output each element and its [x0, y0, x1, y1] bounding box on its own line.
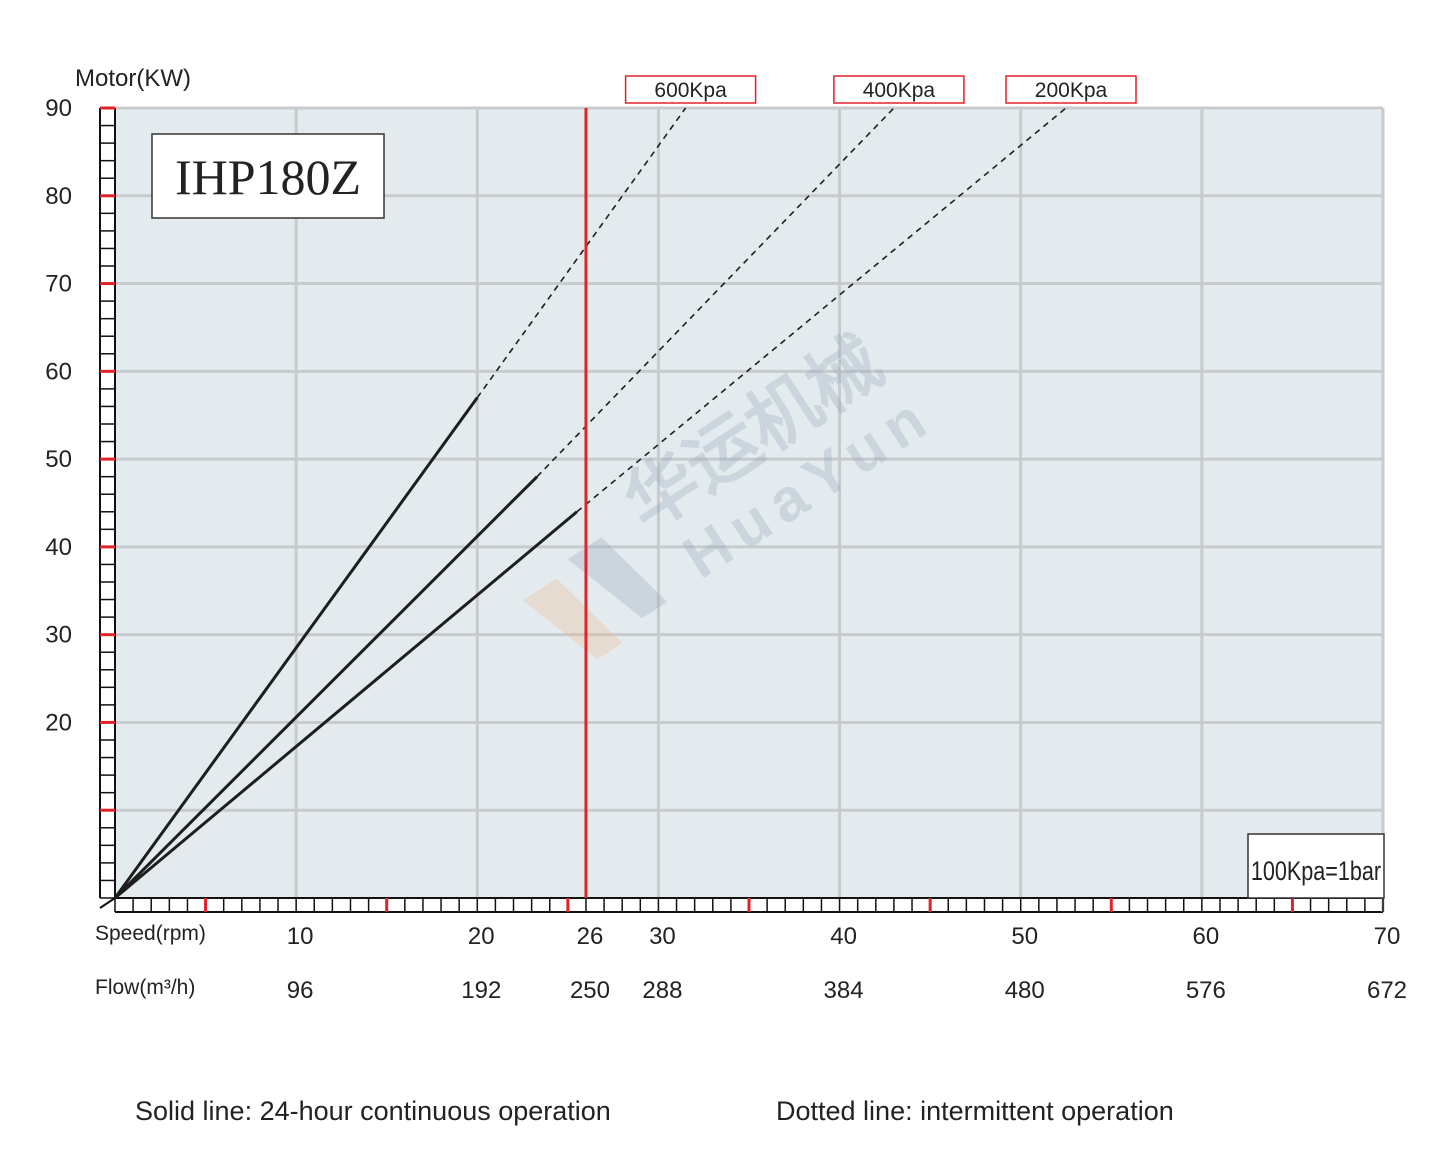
y-axis-title: Motor(KW)	[75, 65, 191, 92]
axis-origin-corner	[99, 897, 116, 909]
watermark-logo-icon	[523, 578, 623, 660]
legend-label: 200Kpa	[1035, 79, 1108, 102]
model-label-box	[151, 133, 385, 219]
unit-note-box	[1247, 833, 1385, 899]
series-solid-line	[113, 475, 539, 900]
y-tick-label: 80	[45, 183, 72, 210]
plot-background	[115, 108, 1383, 898]
series-dotted-line	[576, 107, 1067, 513]
x-row1-tick-label: 50	[1011, 923, 1038, 950]
y-tick-label: 70	[45, 271, 72, 298]
series-legend: 600Kpa 400Kpa 200Kpa	[624, 75, 1137, 104]
series-solid-line	[114, 510, 578, 900]
x-row2-tick-label: 96	[287, 977, 314, 1004]
x-row1-tick-label: 20	[468, 923, 495, 950]
x-row1-tick-label: 70	[1374, 923, 1401, 950]
y-tick-label: 60	[45, 358, 72, 385]
axis-labels: 20 30 40 50 60 70 80 90 10 20 26 30 40 50 60 70 96 192 250…	[45, 95, 1407, 1004]
y-tick-label: 30	[45, 622, 72, 649]
y-tick-label: 20	[45, 709, 72, 736]
legend-box	[624, 75, 757, 104]
x-row2-tick-label: 480	[1005, 977, 1045, 1004]
x-row2-title: Flow(m³/h)	[95, 976, 195, 999]
x-row2-tick-label: 384	[824, 977, 864, 1004]
x-row2-tick-label: 672	[1367, 977, 1407, 1004]
footnote-dotted: Dotted line: intermittent operation	[776, 1096, 1174, 1126]
model-label: IHP180Z	[175, 149, 361, 205]
y-tick-label: 90	[45, 95, 72, 122]
x-row2-tick-label: 250	[570, 977, 610, 1004]
x-row2-tick-label: 576	[1186, 977, 1226, 1004]
series-lines	[113, 107, 1067, 900]
x-row2-tick-label: 192	[461, 977, 501, 1004]
x-row1-title: Speed(rpm)	[95, 922, 206, 945]
footnote-solid: Solid line: 24-hour continuous operation	[135, 1096, 611, 1126]
watermark-logo-icon-b	[567, 537, 668, 619]
x-row2-tick-label: 288	[642, 977, 682, 1004]
series-dotted-line	[536, 107, 895, 478]
y-tick-label: 40	[45, 534, 72, 561]
x-row1-tick-label: 60	[1193, 923, 1220, 950]
x-row1-tick-label: 10	[287, 923, 314, 950]
x-row1-tick-label: 30	[649, 923, 676, 950]
legend-box	[833, 75, 965, 104]
legend-label: 600Kpa	[654, 79, 727, 102]
series-dotted-line	[476, 107, 687, 399]
y-tick-label: 50	[45, 446, 72, 473]
legend-label: 400Kpa	[863, 79, 936, 102]
legend-box	[1005, 75, 1137, 104]
unit-note: 100Kpa=1bar	[1251, 857, 1381, 887]
axis-ticks	[100, 106, 1384, 912]
series-solid-line	[113, 396, 479, 899]
x-row1-tick-label: 40	[830, 923, 857, 950]
x-row1-tick-label: 26	[577, 923, 604, 950]
